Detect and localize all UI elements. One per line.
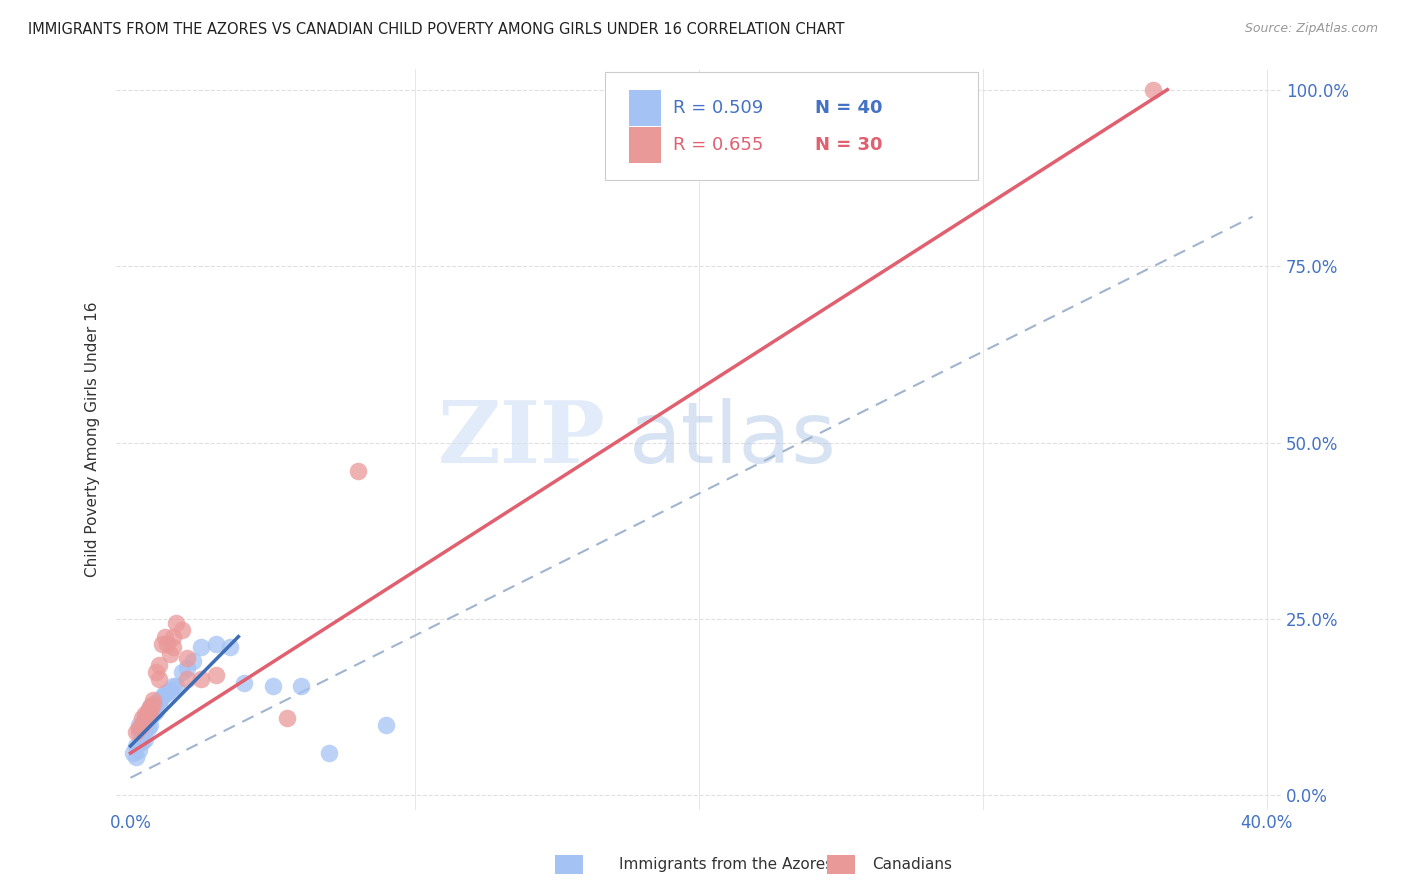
Text: R = 0.655: R = 0.655	[673, 136, 763, 153]
Point	[346, 464, 368, 478]
Point	[131, 711, 153, 725]
Point	[156, 686, 179, 700]
Point	[162, 679, 184, 693]
Point	[181, 654, 204, 668]
Text: Canadians: Canadians	[872, 857, 952, 872]
Point	[176, 650, 198, 665]
Point	[165, 679, 187, 693]
FancyBboxPatch shape	[628, 90, 661, 126]
Point	[148, 657, 170, 672]
Point	[134, 722, 156, 736]
Text: Immigrants from the Azores: Immigrants from the Azores	[619, 857, 832, 872]
Point	[134, 711, 156, 725]
Point	[375, 718, 398, 732]
Point	[125, 725, 148, 739]
Point	[136, 704, 159, 718]
Point	[134, 731, 156, 746]
Point	[131, 735, 153, 749]
Point	[139, 700, 162, 714]
Point	[136, 722, 159, 736]
Point	[134, 707, 156, 722]
Point	[136, 707, 159, 722]
Point	[153, 630, 176, 644]
Point	[276, 711, 298, 725]
Point	[153, 686, 176, 700]
Point	[142, 697, 165, 711]
Point	[142, 707, 165, 722]
FancyBboxPatch shape	[628, 127, 661, 162]
Point	[176, 661, 198, 675]
Point	[139, 704, 162, 718]
Text: Source: ZipAtlas.com: Source: ZipAtlas.com	[1244, 22, 1378, 36]
Point	[122, 746, 145, 760]
Text: ZIP: ZIP	[437, 397, 606, 481]
Point	[190, 672, 212, 686]
Point	[156, 637, 179, 651]
Point	[128, 742, 150, 756]
Point	[125, 739, 148, 753]
Point	[190, 640, 212, 655]
Point	[128, 718, 150, 732]
Point	[1142, 83, 1164, 97]
Point	[150, 637, 173, 651]
Point	[131, 718, 153, 732]
Text: IMMIGRANTS FROM THE AZORES VS CANADIAN CHILD POVERTY AMONG GIRLS UNDER 16 CORREL: IMMIGRANTS FROM THE AZORES VS CANADIAN C…	[28, 22, 845, 37]
Text: R = 0.509: R = 0.509	[673, 99, 763, 117]
Point	[136, 707, 159, 722]
Point	[162, 630, 184, 644]
Point	[131, 718, 153, 732]
Text: atlas: atlas	[628, 398, 837, 481]
Point	[176, 672, 198, 686]
Point	[134, 714, 156, 729]
Point	[128, 725, 150, 739]
Point	[219, 640, 242, 655]
Y-axis label: Child Poverty Among Girls Under 16: Child Poverty Among Girls Under 16	[86, 301, 100, 577]
Point	[148, 672, 170, 686]
Point	[125, 749, 148, 764]
Point	[142, 693, 165, 707]
Point	[233, 675, 256, 690]
Point	[150, 690, 173, 704]
Point	[128, 722, 150, 736]
Point	[170, 623, 193, 637]
FancyBboxPatch shape	[606, 72, 979, 179]
Point	[148, 693, 170, 707]
Point	[145, 665, 167, 679]
Point	[318, 746, 340, 760]
Point	[159, 647, 181, 661]
Point	[142, 700, 165, 714]
Text: N = 40: N = 40	[815, 99, 883, 117]
Point	[159, 682, 181, 697]
Text: N = 30: N = 30	[815, 136, 883, 153]
Point	[204, 637, 226, 651]
Point	[165, 615, 187, 630]
Point	[262, 679, 284, 693]
Point	[136, 714, 159, 729]
Point	[170, 665, 193, 679]
Point	[139, 707, 162, 722]
Point	[139, 718, 162, 732]
Point	[131, 728, 153, 742]
Point	[204, 668, 226, 682]
Point	[162, 640, 184, 655]
Point	[290, 679, 312, 693]
Point	[148, 697, 170, 711]
Point	[145, 704, 167, 718]
Point	[139, 700, 162, 714]
